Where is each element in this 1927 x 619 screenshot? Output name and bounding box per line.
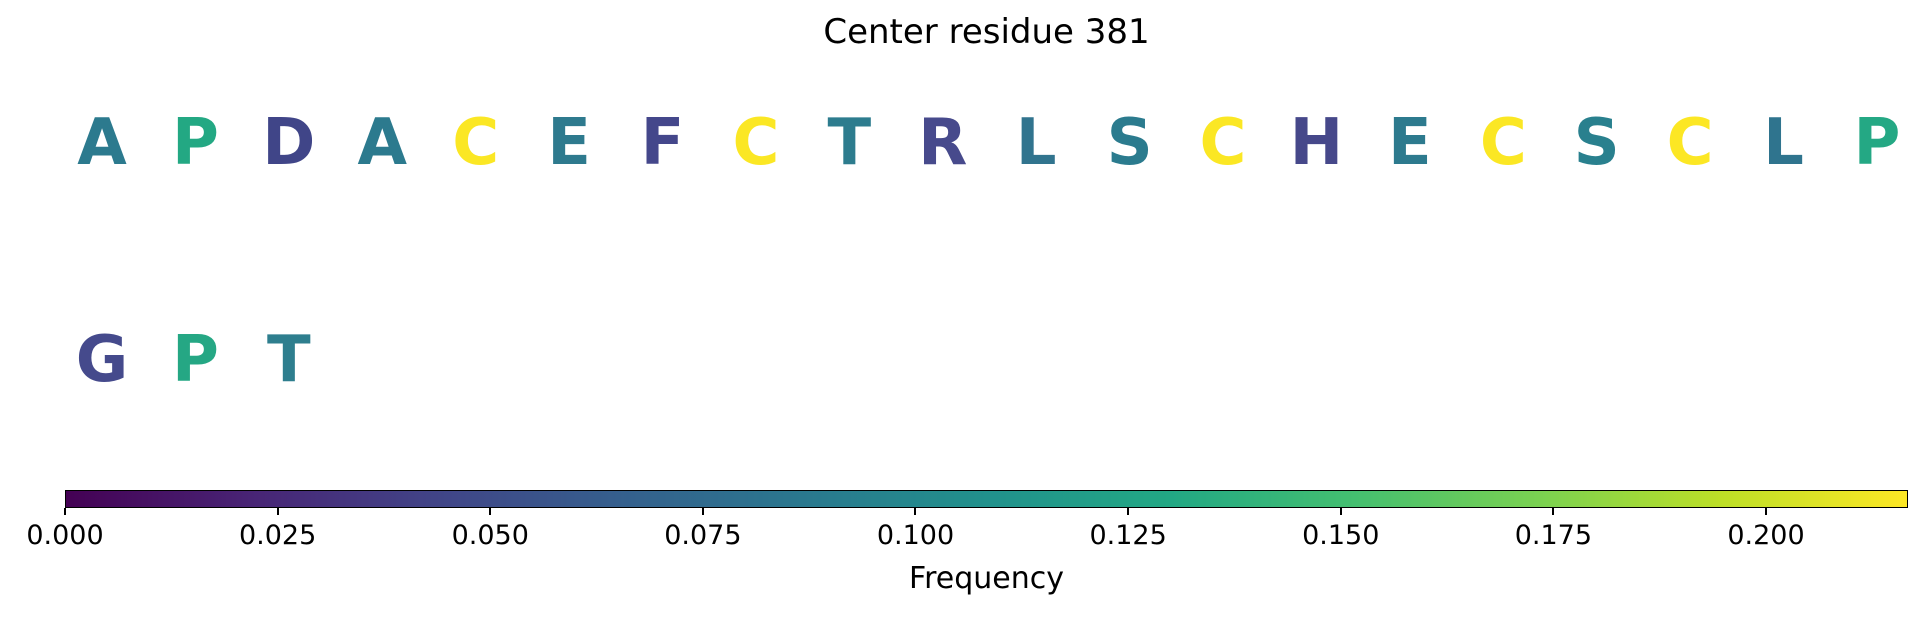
residue-letter: E	[547, 106, 591, 180]
residue-letter: A	[77, 106, 127, 180]
residue-letter: C	[1199, 106, 1247, 180]
residue-letter: T	[267, 323, 311, 397]
residue-letter: L	[1015, 106, 1057, 180]
colorbar-tick-mark	[1764, 508, 1767, 515]
colorbar-tick-mark	[1339, 508, 1342, 515]
residue-letter: C	[1666, 106, 1714, 180]
residue-letter: P	[171, 323, 219, 397]
residue-letter: H	[1289, 106, 1344, 180]
residue-letter: C	[452, 106, 500, 180]
colorbar-tick-label: 0.075	[664, 520, 742, 551]
colorbar-tick-label: 0.200	[1727, 520, 1805, 551]
residue-letter: S	[1573, 106, 1620, 180]
residue-letter: R	[918, 106, 968, 180]
colorbar-tick-mark	[914, 508, 917, 515]
colorbar-tick-mark	[1127, 508, 1130, 515]
colorbar-tick-label: 0.000	[26, 520, 104, 551]
residue-letter: A	[357, 106, 408, 180]
residue-letter: P	[1853, 106, 1901, 180]
residue-letter: C	[1479, 106, 1527, 180]
figure-title: Center residue 381	[823, 12, 1150, 52]
colorbar-tick-label: 0.175	[1514, 520, 1592, 551]
residue-letter: G	[75, 323, 129, 397]
colorbar-tick-label: 0.100	[876, 520, 955, 551]
colorbar-gradient	[65, 490, 1908, 508]
colorbar-tick-mark	[64, 508, 66, 515]
colorbar-tick-mark	[1552, 508, 1555, 515]
residue-letter: C	[732, 106, 780, 180]
colorbar-tick-mark	[276, 508, 279, 515]
residue-letter: T	[827, 106, 872, 180]
residue-letter: S	[1106, 106, 1153, 180]
colorbar-axis-label: Frequency	[909, 561, 1064, 596]
residue-letter: P	[171, 106, 219, 180]
residue-letter: E	[1388, 106, 1432, 180]
colorbar-tick-label: 0.050	[451, 520, 529, 551]
residue-letter: D	[262, 106, 316, 180]
colorbar-tick-label: 0.025	[238, 520, 317, 551]
colorbar-tick-label: 0.150	[1302, 520, 1380, 551]
colorbar-tick-mark	[701, 508, 704, 515]
colorbar-tick-label: 0.125	[1089, 520, 1167, 551]
residue-letter: L	[1763, 106, 1804, 180]
colorbar-tick-mark	[489, 508, 492, 515]
residue-letter: F	[640, 106, 685, 180]
